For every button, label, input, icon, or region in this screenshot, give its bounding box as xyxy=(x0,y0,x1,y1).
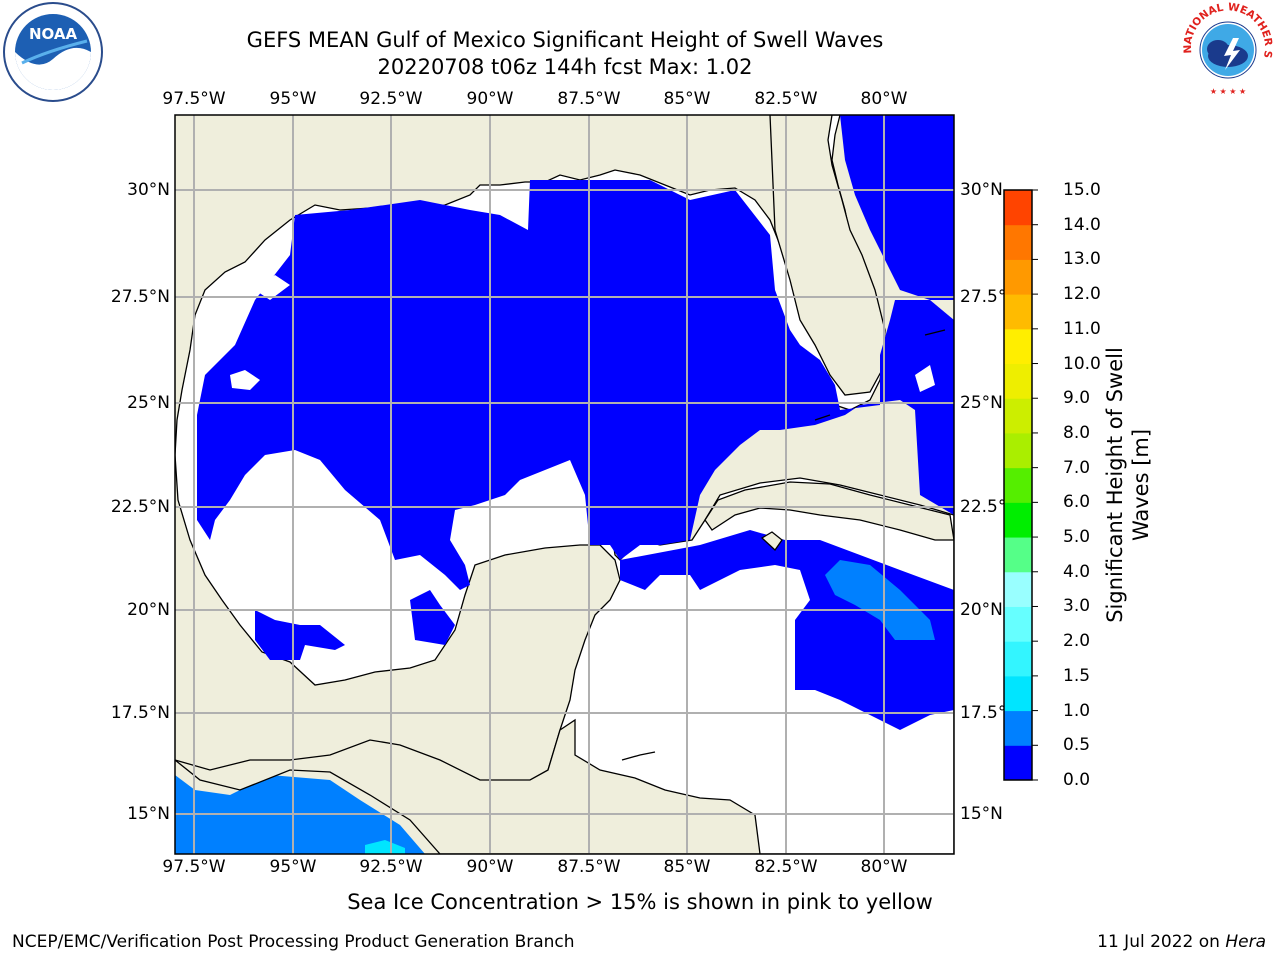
colorbar-segment xyxy=(1004,259,1032,295)
lon-label-top: 85°W xyxy=(663,89,711,109)
footer-date: 11 Jul 2022 on Hera xyxy=(1097,932,1266,952)
colorbar-segment xyxy=(1004,432,1032,469)
colorbar-tick: 3.0 xyxy=(1063,596,1091,617)
map-grid xyxy=(175,115,954,854)
lat-label-right: 20°N xyxy=(960,600,1003,620)
colorbar-segment xyxy=(1004,641,1032,677)
lon-label-bottom: 85°W xyxy=(663,857,711,877)
lon-label-bottom: 82.5°W xyxy=(754,857,818,877)
colorbar-segment xyxy=(1004,502,1032,538)
colorbar-tick: 4.0 xyxy=(1063,561,1091,582)
colorbar-title: Significant Height of Swell Waves [m] xyxy=(1102,347,1154,623)
swell-region-main xyxy=(197,180,954,590)
colorbar-tick: 0.5 xyxy=(1063,735,1091,756)
colorbar-segment xyxy=(1004,224,1032,260)
lon-label-bottom: 80°W xyxy=(860,857,908,877)
lon-label-top: 97.5°W xyxy=(162,89,226,109)
colorbar-tick: 1.5 xyxy=(1063,665,1091,686)
lon-label-top: 87.5°W xyxy=(557,89,621,109)
lat-label-right: 25°N xyxy=(960,393,1003,413)
lon-label-bottom: 90°W xyxy=(466,857,514,877)
lon-label-bottom: 87.5°W xyxy=(557,857,621,877)
lat-label-left: 17.5°N xyxy=(110,703,170,723)
swell-patch-south-gulf xyxy=(410,590,455,645)
colorbar-segment xyxy=(1004,294,1032,330)
colorbar-title-line2: Waves [m] xyxy=(1129,428,1153,542)
chart-title: GEFS MEAN Gulf of Mexico Significant Hei… xyxy=(246,28,884,52)
lon-label-top: 90°W xyxy=(466,89,514,109)
island-2 xyxy=(760,531,783,551)
colorbar-segment xyxy=(1004,571,1032,607)
colorbar-tick: 9.0 xyxy=(1063,388,1091,409)
lat-label-left: 22.5°N xyxy=(110,497,170,517)
colorbar-tick: 2.0 xyxy=(1063,631,1091,652)
colorbar-segment xyxy=(1004,398,1032,434)
colorbar-tick: 0.0 xyxy=(1063,770,1091,790)
swell-region-light-1 xyxy=(825,560,935,640)
svg-text:★ ★ ★ ★: ★ ★ ★ ★ xyxy=(1210,87,1246,96)
colorbar-tick: 13.0 xyxy=(1063,249,1101,270)
colorbar-tick: 14.0 xyxy=(1063,214,1101,235)
noaa-logo: NOAA xyxy=(2,1,104,103)
colorbar-segment xyxy=(1004,710,1032,746)
colorbar-segment xyxy=(1004,190,1032,226)
colorbar-tick: 5.0 xyxy=(1063,527,1091,547)
footer-host: Hera xyxy=(1225,932,1266,952)
lat-label-right: 30°N xyxy=(960,180,1003,200)
lon-label-top: 80°W xyxy=(860,89,908,109)
colorbar xyxy=(1003,189,1038,781)
lon-label-bottom: 97.5°W xyxy=(162,857,226,877)
map-frame xyxy=(174,114,955,855)
lat-label-left: 27.5°N xyxy=(110,287,170,307)
colorbar-tick: 15.0 xyxy=(1063,180,1101,200)
nws-logo: NATIONAL WEATHER SERVICE ★ ★ ★ ★ xyxy=(1174,0,1278,100)
footer-date-text: 11 Jul 2022 on xyxy=(1097,932,1226,952)
nodata-hole-1 xyxy=(230,370,260,390)
cuba-land xyxy=(704,481,954,541)
colorbar-segment xyxy=(1004,537,1032,573)
lon-label-top: 92.5°W xyxy=(359,89,423,109)
colorbar-title-line1: Significant Height of Swell xyxy=(1103,347,1127,623)
colorbar-segment xyxy=(1004,606,1032,642)
colorbar-segment xyxy=(1004,328,1032,365)
lon-label-top: 82.5°W xyxy=(754,89,818,109)
colorbar-tick: 1.0 xyxy=(1063,700,1091,721)
nodata-hole-2 xyxy=(255,275,290,300)
lat-label-right: 15°N xyxy=(960,804,1003,824)
swell-patch-bay-campeche xyxy=(255,610,345,660)
island-1 xyxy=(621,751,656,761)
lat-label-left: 25°N xyxy=(127,393,170,413)
colorbar-segment xyxy=(1004,363,1032,399)
chart-subtitle: 20220708 t06z 144h fcst Max: 1.02 xyxy=(377,55,753,79)
lat-label-left: 15°N xyxy=(127,804,170,824)
swell-region-east-atlantic xyxy=(840,115,954,300)
sea-ice-caption: Sea Ice Concentration > 15% is shown in … xyxy=(347,890,933,914)
colorbar-frame xyxy=(1003,189,1033,781)
central-america-land xyxy=(175,718,761,854)
colorbar-tick: 7.0 xyxy=(1063,457,1091,478)
colorbar-segment xyxy=(1004,467,1032,503)
lat-label-left: 20°N xyxy=(127,600,170,620)
lon-label-bottom: 95°W xyxy=(269,857,317,877)
colorbar-segment xyxy=(1004,745,1032,781)
island-3 xyxy=(814,329,946,421)
colorbar-tick: 12.0 xyxy=(1063,284,1101,305)
colorbar-tick: 8.0 xyxy=(1063,422,1091,443)
swell-region-light-3 xyxy=(365,840,405,854)
svg-text:NOAA: NOAA xyxy=(29,25,78,43)
lon-label-bottom: 92.5°W xyxy=(359,857,423,877)
colorbar-segment xyxy=(1004,675,1032,712)
nodata-hole-3 xyxy=(915,365,935,392)
lon-label-top: 95°W xyxy=(269,89,317,109)
footer-branch: NCEP/EMC/Verification Post Processing Pr… xyxy=(12,932,575,952)
colorbar-tick: 10.0 xyxy=(1063,353,1101,374)
colorbar-tick: 6.0 xyxy=(1063,492,1091,513)
colorbar-tick: 11.0 xyxy=(1063,318,1101,339)
lat-label-left: 30°N xyxy=(127,180,170,200)
